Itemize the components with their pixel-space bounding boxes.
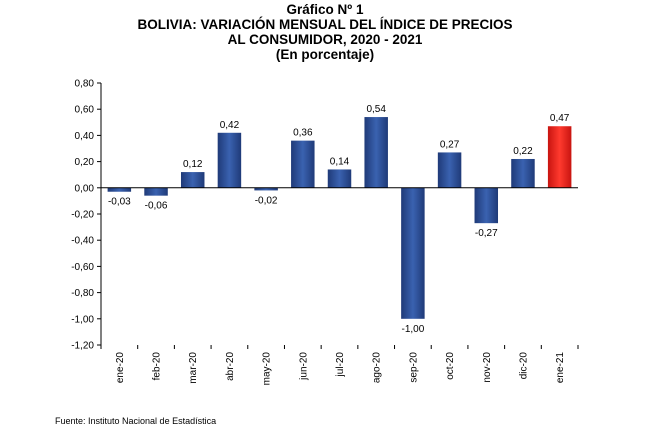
bar-chart: 0,80 0,60 0,40 0,20 0,00 -0,20 -0,40 -0,60 -0,80… bbox=[0, 0, 650, 429]
y-tick-label: -0,20 bbox=[71, 210, 94, 221]
bar bbox=[475, 188, 498, 223]
x-tick-label: jun-20 bbox=[298, 352, 309, 381]
bar bbox=[438, 152, 461, 187]
bar bbox=[144, 188, 167, 196]
bar bbox=[401, 188, 424, 319]
x-tick-label: jul-20 bbox=[335, 352, 346, 378]
bar bbox=[291, 141, 314, 188]
y-tick-label: 0,00 bbox=[75, 183, 95, 194]
data-label: 0,14 bbox=[330, 156, 350, 167]
data-label: 0,22 bbox=[513, 146, 533, 157]
data-label: 0,42 bbox=[220, 120, 240, 131]
bars-group bbox=[108, 117, 572, 319]
data-label: -0,03 bbox=[108, 197, 131, 208]
y-tick-label: -1,20 bbox=[71, 341, 94, 352]
bar bbox=[181, 172, 204, 188]
data-label: 0,12 bbox=[183, 159, 203, 170]
y-tick-label: -1,00 bbox=[71, 314, 94, 325]
y-tick-label: 0,20 bbox=[75, 157, 95, 168]
bar bbox=[328, 169, 351, 187]
x-tick-label: nov-20 bbox=[482, 352, 493, 383]
y-tick-label: 0,60 bbox=[75, 105, 95, 116]
x-tick-label: dic-20 bbox=[518, 352, 529, 380]
x-tick-label: feb-20 bbox=[152, 352, 163, 381]
y-tick-label: 0,40 bbox=[75, 131, 95, 142]
x-tick-label: ene-21 bbox=[555, 352, 566, 384]
x-tick-label: may-20 bbox=[262, 352, 273, 386]
bar bbox=[108, 188, 131, 192]
axes-group: 0,80 0,60 0,40 0,20 0,00 -0,20 -0,40 -0,60 -0,80… bbox=[71, 79, 578, 352]
x-tick-label: ago-20 bbox=[372, 352, 383, 384]
x-tick-label: abr-20 bbox=[225, 352, 236, 381]
data-label: 0,27 bbox=[440, 139, 460, 150]
bar-highlight bbox=[548, 126, 571, 188]
bar bbox=[364, 117, 387, 188]
data-label: -1,00 bbox=[401, 324, 424, 335]
data-label: 0,54 bbox=[366, 104, 386, 115]
y-tick-label: -0,40 bbox=[71, 236, 94, 247]
data-label: 0,47 bbox=[550, 113, 570, 124]
y-tick-label: -0,60 bbox=[71, 262, 94, 273]
data-label: -0,02 bbox=[255, 195, 278, 206]
x-tick-label: ene-20 bbox=[115, 352, 126, 384]
x-tick-label: sep-20 bbox=[408, 352, 419, 383]
y-tick-label: 0,80 bbox=[75, 79, 95, 90]
bar bbox=[218, 133, 241, 188]
source-note: Fuente: Instituto Nacional de Estadístic… bbox=[55, 416, 216, 426]
labels-group: -0,03 ene-20 -0,06 feb-20 0,12 mar-20 0,42 abr-… bbox=[108, 104, 570, 385]
x-tick-label: mar-20 bbox=[188, 352, 199, 384]
data-label: -0,27 bbox=[475, 228, 498, 239]
bar bbox=[511, 159, 534, 188]
data-label: -0,06 bbox=[145, 201, 168, 212]
data-label: 0,36 bbox=[293, 128, 313, 139]
y-tick-label: -0,80 bbox=[71, 288, 94, 299]
x-tick-label: oct-20 bbox=[445, 352, 456, 380]
